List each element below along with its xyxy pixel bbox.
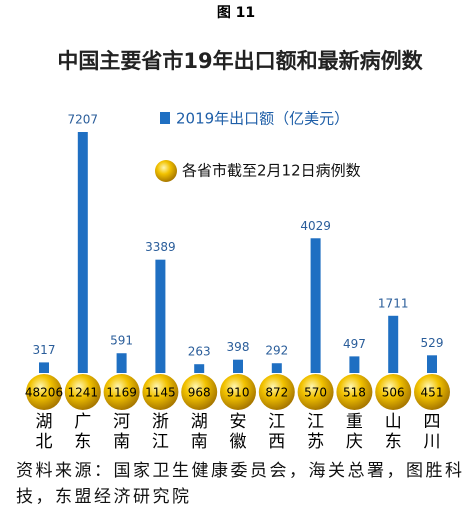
chart-title: 中国主要省市19年出口额和最新病例数 [57, 49, 423, 73]
category-label: 安徽 [230, 412, 247, 452]
bubble-label: 1169 [106, 386, 137, 400]
chart: 图 11 中国主要省市19年出口额和最新病例数 2019年出口额（亿美元） 各省市… [25, 5, 450, 452]
bubble [220, 374, 256, 410]
value-label: 1711 [378, 296, 409, 310]
source: 资料来源：国家卫生健康委员会，海关总署，图胜科技，东盟经济研究院 [16, 461, 465, 507]
category-label: 湖南 [191, 412, 208, 452]
bar [116, 353, 127, 373]
value-label: 4029 [300, 219, 331, 233]
bubble [297, 374, 334, 410]
category-label: 江西 [268, 412, 285, 452]
value-label: 263 [188, 345, 211, 359]
category-label: 湖北 [36, 412, 53, 452]
bar [388, 315, 399, 373]
legend-swatch [155, 160, 177, 182]
bar [39, 362, 49, 373]
bubble [64, 374, 101, 410]
category-label: 江苏 [307, 412, 324, 452]
bubble [181, 374, 218, 410]
value-label: 7207 [68, 113, 99, 127]
value-label: 317 [33, 343, 56, 357]
bubble-label: 872 [265, 386, 288, 400]
legend-label: 各省市截至2月12日病例数 [182, 162, 361, 180]
bubble-label: 570 [304, 386, 327, 400]
bubble [103, 374, 140, 410]
category-label: 重庆 [346, 412, 363, 452]
bubble [142, 374, 179, 410]
bar [271, 363, 282, 373]
bubble [414, 374, 450, 410]
bar [310, 238, 321, 373]
figure-label: 图 11 [217, 5, 255, 21]
bubble-label: 1241 [68, 386, 99, 400]
bubble [26, 374, 62, 410]
bar [155, 259, 166, 373]
bubble [375, 374, 412, 410]
category-label: 广东 [74, 412, 91, 452]
value-label: 591 [110, 334, 133, 348]
bar [349, 356, 360, 373]
bubble [258, 374, 295, 410]
bar [77, 132, 88, 373]
legend-swatch [160, 112, 170, 124]
bubble-label: 451 [421, 386, 444, 400]
bubble-label: 506 [382, 386, 405, 400]
category-label: 河南 [113, 412, 130, 452]
bar [427, 355, 437, 373]
bubble-label: 968 [188, 386, 211, 400]
value-label: 292 [265, 344, 288, 358]
bar [194, 364, 205, 373]
bubble-label: 518 [343, 386, 366, 400]
category-label: 浙江 [152, 412, 169, 452]
value-label: 3389 [145, 240, 176, 254]
legend-label: 2019年出口额（亿美元） [176, 110, 349, 128]
category-label: 四川 [424, 412, 441, 452]
bubble-label: 910 [227, 386, 250, 400]
bubble-label: 1145 [145, 386, 176, 400]
value-label: 398 [227, 340, 250, 354]
bar [233, 359, 243, 373]
bubble-label: 48206 [25, 386, 63, 400]
bubble [336, 374, 373, 410]
value-label: 497 [343, 337, 366, 351]
value-label: 529 [421, 336, 444, 350]
category-label: 山东 [385, 412, 402, 452]
